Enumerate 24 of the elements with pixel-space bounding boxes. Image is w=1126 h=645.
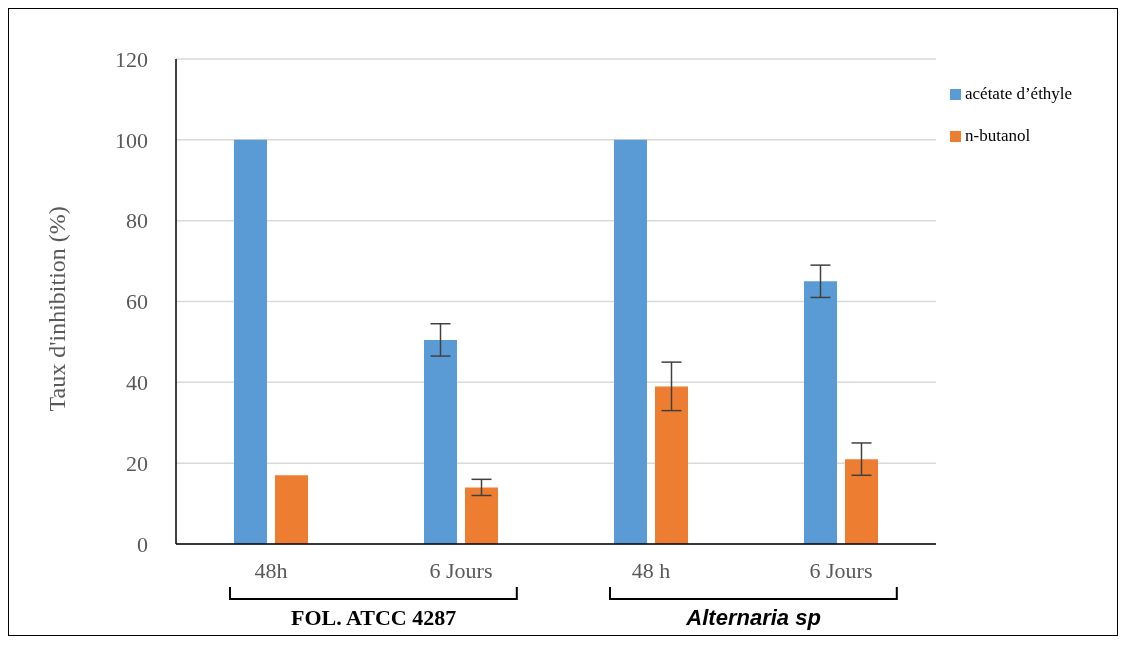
bar — [275, 475, 308, 544]
bar — [234, 139, 267, 544]
legend-label: acétate d’éthyle — [965, 84, 1073, 104]
text: FOL. ATCC 4287 — [289, 605, 458, 631]
legend-label: n-butanol — [965, 126, 1031, 146]
bar — [614, 139, 647, 544]
bar — [465, 487, 498, 544]
y-tick-label: 0 — [137, 531, 148, 557]
y-tick-label: 20 — [126, 450, 148, 476]
y-tick-label: 120 — [115, 46, 148, 72]
text: Alternaria sp — [685, 605, 822, 631]
bar — [655, 386, 688, 544]
y-axis-title: Taux d'inhibition (%) — [43, 206, 70, 412]
y-tick-label: 40 — [126, 370, 148, 396]
bar — [804, 281, 837, 544]
y-tick-label: 80 — [126, 208, 148, 234]
bar — [845, 459, 878, 544]
x-tick-label: 6 Jours — [809, 557, 873, 583]
y-tick-label: 100 — [115, 127, 148, 153]
x-tick-label: 6 Jours — [429, 557, 493, 583]
x-tick-label: 48 h — [631, 557, 671, 583]
bar — [424, 339, 457, 544]
x-tick-label: 48h — [254, 557, 288, 583]
y-tick-label: 60 — [126, 289, 148, 315]
